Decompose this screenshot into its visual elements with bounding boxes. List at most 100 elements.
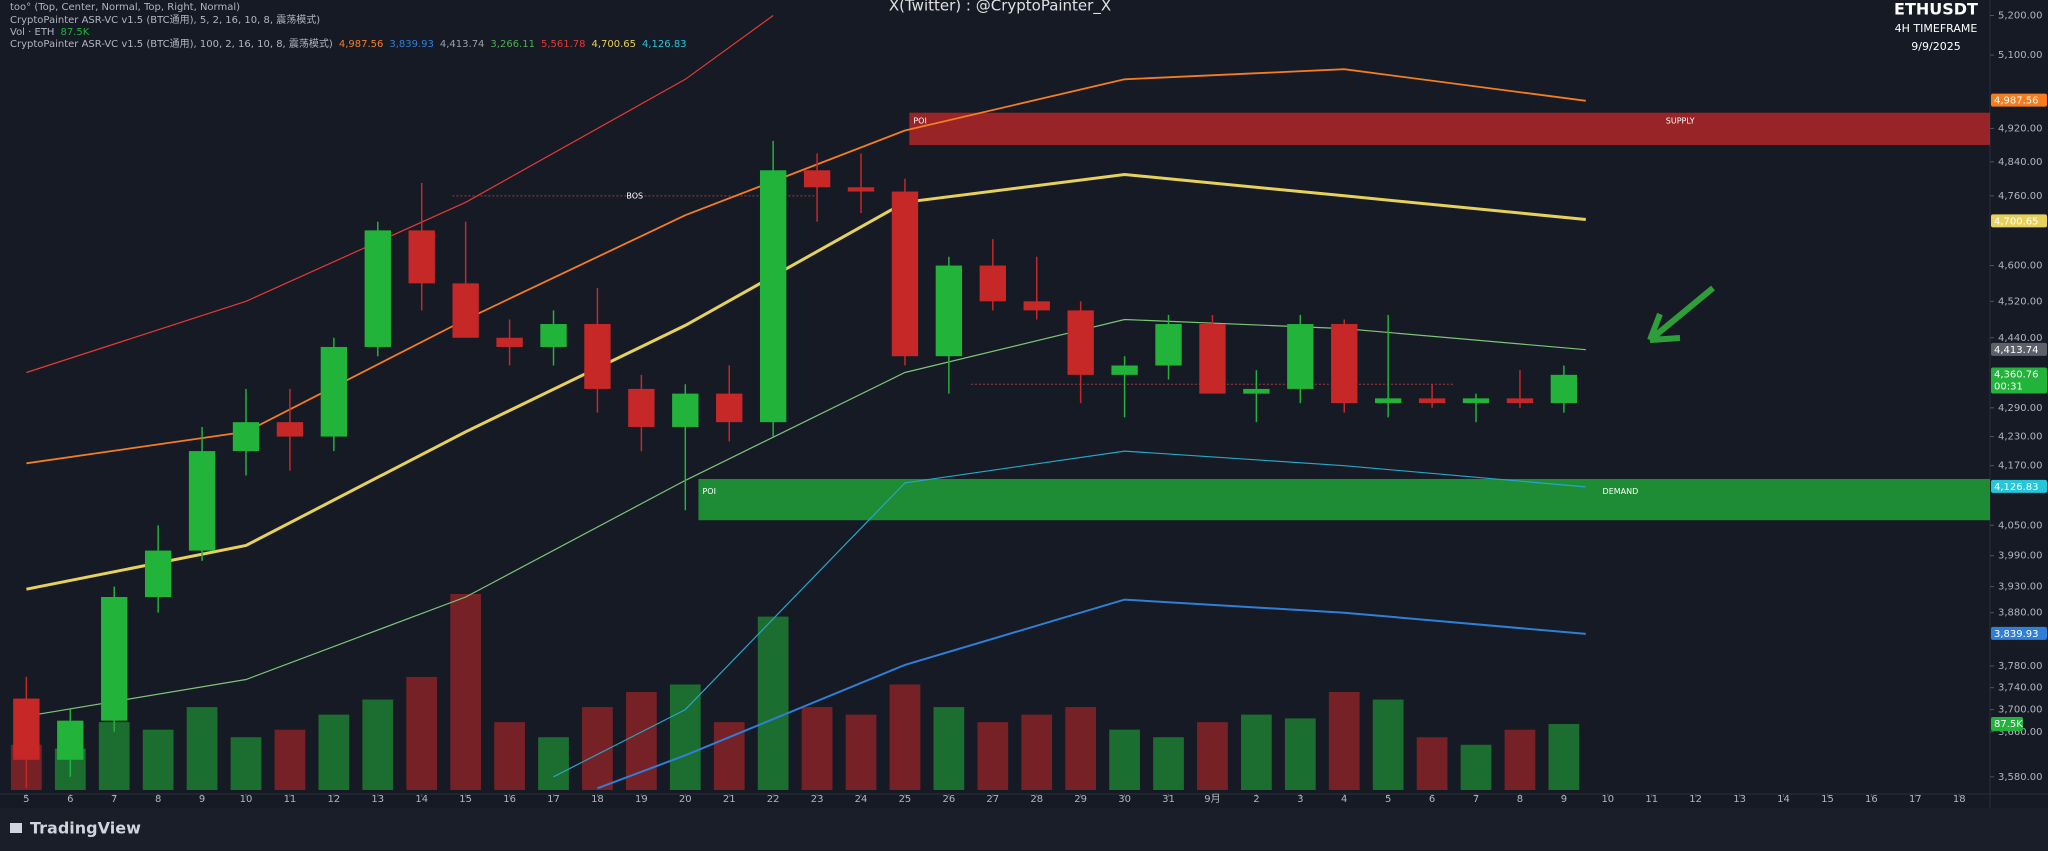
x-tick-label: 5: [23, 794, 29, 805]
legend-value: 3,266.11: [490, 39, 535, 50]
y-tick-label: 5,200.00: [1998, 11, 2043, 22]
y-tick-label: 4,920.00: [1998, 123, 2043, 134]
volume-bar: [625, 692, 657, 790]
volume-badge: [1991, 717, 2023, 732]
x-tick-label: 9: [199, 794, 205, 805]
y-tick-label: 4,840.00: [1998, 157, 2043, 168]
y-tick-label: 3,930.00: [1998, 582, 2043, 593]
candle-body: [1374, 398, 1402, 404]
x-tick-label: 5: [1385, 794, 1391, 805]
candle-body: [1155, 324, 1182, 366]
y-tick-label: 3,780.00: [1998, 661, 2043, 672]
x-tick-label: 8: [155, 794, 161, 805]
y-tick-label: 4,230.00: [1998, 432, 2043, 443]
x-tick-label: 17: [1909, 794, 1922, 805]
candle-body: [1243, 388, 1270, 394]
legend-line: CryptoPainter ASR-VC v1.5 (BTC通用), 5, 2,…: [10, 13, 320, 26]
volume-bar: [1284, 718, 1316, 790]
volume-bar: [1372, 699, 1404, 790]
price-badge: [1991, 479, 2047, 493]
candle-body: [540, 324, 567, 347]
y-tick-label: 3,880.00: [1998, 608, 2043, 619]
legend-volume: 87.5K: [60, 27, 89, 38]
x-tick-label: 2: [1253, 794, 1259, 805]
volume-bar: [230, 737, 262, 790]
x-tick-label: 10: [240, 794, 253, 805]
symbol: ETHUSDT: [1894, 0, 1978, 19]
zone-label: SUPPLY: [1666, 116, 1695, 125]
volume-bar: [1153, 737, 1184, 790]
zone-label: POI: [702, 487, 715, 496]
y-tick-label: 4,170.00: [1998, 461, 2043, 472]
y-tick-label: 4,520.00: [1998, 296, 2043, 307]
price-badge: [1991, 214, 2047, 228]
zone-label: POI: [913, 116, 926, 125]
x-tick-label: 14: [1777, 794, 1790, 805]
candle-body: [584, 324, 611, 389]
candle-body: [716, 393, 743, 423]
volume-bar: [1504, 729, 1536, 790]
volume-bar: [1021, 714, 1053, 790]
candle-body: [320, 346, 348, 437]
volume-bar: [274, 729, 306, 790]
candle-body: [628, 388, 655, 427]
candle-body: [1111, 365, 1138, 375]
legend-value: 4,126.83: [642, 39, 687, 50]
footer-brand: TradingView: [30, 819, 141, 838]
y-tick-label: 4,760.00: [1998, 191, 2043, 202]
volume-bar: [450, 594, 482, 790]
candle-body: [759, 170, 787, 423]
candle-body: [144, 550, 172, 598]
candle-body: [1331, 324, 1358, 404]
bos-label: BOS: [626, 191, 643, 200]
candle-body: [979, 265, 1006, 302]
x-tick-label: 25: [899, 794, 912, 805]
volume-bar: [1197, 722, 1228, 790]
x-tick-label: 18: [1953, 794, 1966, 805]
y-tick-label: 3,700.00: [1998, 705, 2043, 716]
legend-line: CryptoPainter ASR-VC v1.5 (BTC通用), 100, …: [10, 37, 333, 50]
volume-bar: [98, 722, 130, 790]
x-tick-label: 13: [371, 794, 384, 805]
candle-body: [452, 283, 479, 338]
volume-bar: [1460, 744, 1492, 790]
volume-bar: [977, 722, 1009, 790]
y-tick-label: 3,740.00: [1998, 683, 2043, 694]
volume-bar: [1328, 692, 1360, 790]
x-tick-label: 15: [1821, 794, 1834, 805]
x-tick-label: 3: [1297, 794, 1303, 805]
candle-body: [1067, 310, 1094, 375]
volume-bar: [186, 707, 218, 790]
candle-body: [847, 187, 875, 192]
x-tick-label: 16: [503, 794, 516, 805]
legend-value: 4,413.74: [440, 39, 485, 50]
x-tick-label: 19: [635, 794, 648, 805]
indicator-line: [26, 68, 1586, 465]
price-badge-label: 4,126.83: [1994, 482, 2039, 493]
zone-label: DEMAND: [1603, 487, 1639, 496]
candle-body: [232, 422, 260, 452]
x-tick-label: 7: [1473, 794, 1479, 805]
x-tick-label: 12: [327, 794, 340, 805]
indicator-line: [26, 172, 1586, 591]
timeframe: 4H TIMEFRAME: [1895, 22, 1978, 35]
x-tick-label: 8: [1517, 794, 1523, 805]
y-tick-label: 3,990.00: [1998, 551, 2043, 562]
volume-bar: [801, 707, 833, 790]
watermark: X(Twitter) : @CryptoPainter_X: [889, 0, 1111, 16]
indicator-line: [597, 598, 1586, 790]
candle-body: [1418, 398, 1446, 404]
x-tick-label: 23: [811, 794, 824, 805]
y-tick-label: 4,050.00: [1998, 520, 2043, 531]
footer-bar: [0, 808, 2048, 851]
zone: [698, 478, 1990, 521]
arrow: [1647, 285, 1715, 343]
x-tick-label: 18: [591, 794, 604, 805]
price-badge-label: 3,839.93: [1994, 629, 2039, 640]
volume-bar: [669, 684, 701, 790]
candle-body: [1287, 324, 1314, 389]
x-tick-label: 30: [1118, 794, 1131, 805]
x-tick-label: 20: [679, 794, 692, 805]
x-tick-label: 7: [111, 794, 117, 805]
